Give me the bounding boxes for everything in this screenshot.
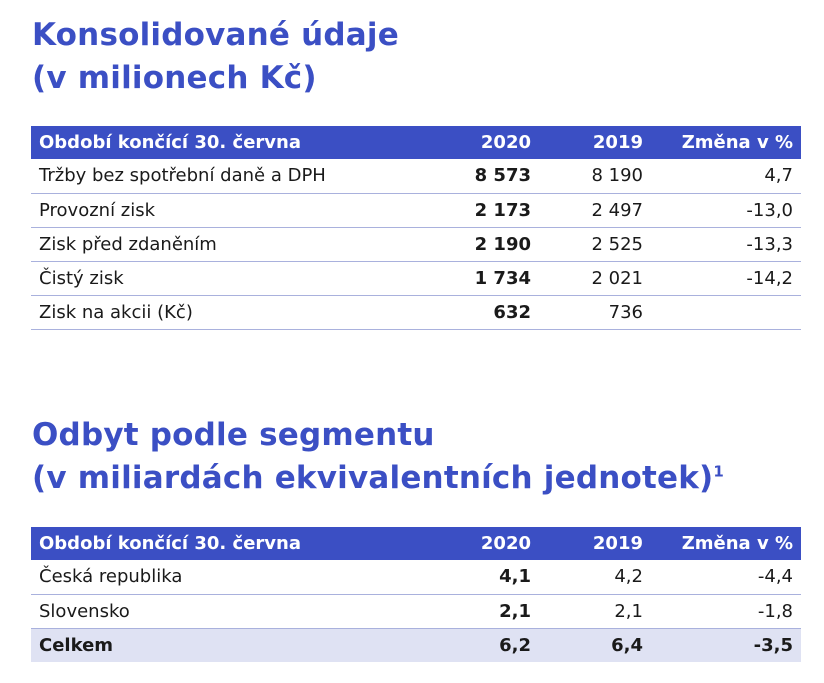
table-row: Tržby bez spotřební daně a DPH 8 573 8 1… — [31, 159, 801, 194]
header-change: Změna v % — [651, 126, 801, 159]
value-2019: 2 525 — [539, 227, 651, 262]
table-row: Zisk před zdaněním 2 190 2 525 -13,3 — [31, 227, 801, 262]
header-period: Období končící 30. června — [31, 126, 433, 159]
value-change: -14,2 — [651, 261, 801, 296]
consolidated-title-line2: (v milionech Kč) — [32, 60, 317, 96]
total-label: Celkem — [31, 628, 433, 662]
table-row: Čistý zisk 1 734 2 021 -14,2 — [31, 261, 801, 296]
row-label: Čistý zisk — [31, 261, 433, 296]
segment-sales-table: Období končící 30. června 2020 2019 Změn… — [31, 527, 801, 662]
table-header-row: Období končící 30. června 2020 2019 Změn… — [31, 126, 801, 159]
segment-title-line2: (v miliardách ekvivalentních jednotek)1 — [32, 457, 724, 500]
value-2020: 4,1 — [433, 560, 539, 595]
value-change: -13,0 — [651, 193, 801, 228]
total-2020: 6,2 — [433, 628, 539, 662]
row-label: Slovensko — [31, 594, 433, 629]
value-change: -1,8 — [651, 594, 801, 629]
header-2019: 2019 — [539, 527, 651, 560]
row-label: Zisk před zdaněním — [31, 227, 433, 262]
footnote-marker: 1 — [713, 462, 725, 481]
segment-title-line1: Odbyt podle segmentu — [32, 417, 435, 453]
total-change: -3,5 — [651, 628, 801, 662]
consolidated-title-line1: Konsolidované údaje — [32, 17, 399, 53]
value-2019: 736 — [539, 295, 651, 330]
segment-title-line2-text: (v miliardách ekvivalentních jednotek) — [32, 460, 714, 496]
header-2020: 2020 — [433, 527, 539, 560]
value-2020: 2 173 — [433, 193, 539, 228]
segment-sales-title: Odbyt podle segmentu (v miliardách ekviv… — [32, 414, 724, 500]
header-2019: 2019 — [539, 126, 651, 159]
table-row: Provozní zisk 2 173 2 497 -13,0 — [31, 193, 801, 228]
consolidated-title: Konsolidované údaje (v milionech Kč) — [32, 14, 399, 100]
value-2019: 2 021 — [539, 261, 651, 296]
value-2019: 2 497 — [539, 193, 651, 228]
value-2020: 632 — [433, 295, 539, 330]
value-2020: 1 734 — [433, 261, 539, 296]
total-row: Celkem 6,2 6,4 -3,5 — [31, 628, 801, 662]
consolidated-table: Období končící 30. června 2020 2019 Změn… — [31, 126, 801, 330]
row-label: Česká republika — [31, 560, 433, 595]
value-2019: 4,2 — [539, 560, 651, 595]
row-label: Provozní zisk — [31, 193, 433, 228]
table-header-row: Období končící 30. června 2020 2019 Změn… — [31, 527, 801, 560]
value-change: -4,4 — [651, 560, 801, 595]
value-2020: 2,1 — [433, 594, 539, 629]
value-change — [651, 295, 801, 330]
value-change: -13,3 — [651, 227, 801, 262]
header-period: Období končící 30. června — [31, 527, 433, 560]
value-2020: 2 190 — [433, 227, 539, 262]
header-change: Změna v % — [651, 527, 801, 560]
table-row: Slovensko 2,1 2,1 -1,8 — [31, 594, 801, 629]
total-2019: 6,4 — [539, 628, 651, 662]
value-2020: 8 573 — [433, 159, 539, 194]
header-2020: 2020 — [433, 126, 539, 159]
value-2019: 2,1 — [539, 594, 651, 629]
row-label: Zisk na akcii (Kč) — [31, 295, 433, 330]
value-change: 4,7 — [651, 159, 801, 194]
table-row: Česká republika 4,1 4,2 -4,4 — [31, 560, 801, 595]
table-row: Zisk na akcii (Kč) 632 736 — [31, 295, 801, 330]
row-label: Tržby bez spotřební daně a DPH — [31, 159, 433, 194]
value-2019: 8 190 — [539, 159, 651, 194]
